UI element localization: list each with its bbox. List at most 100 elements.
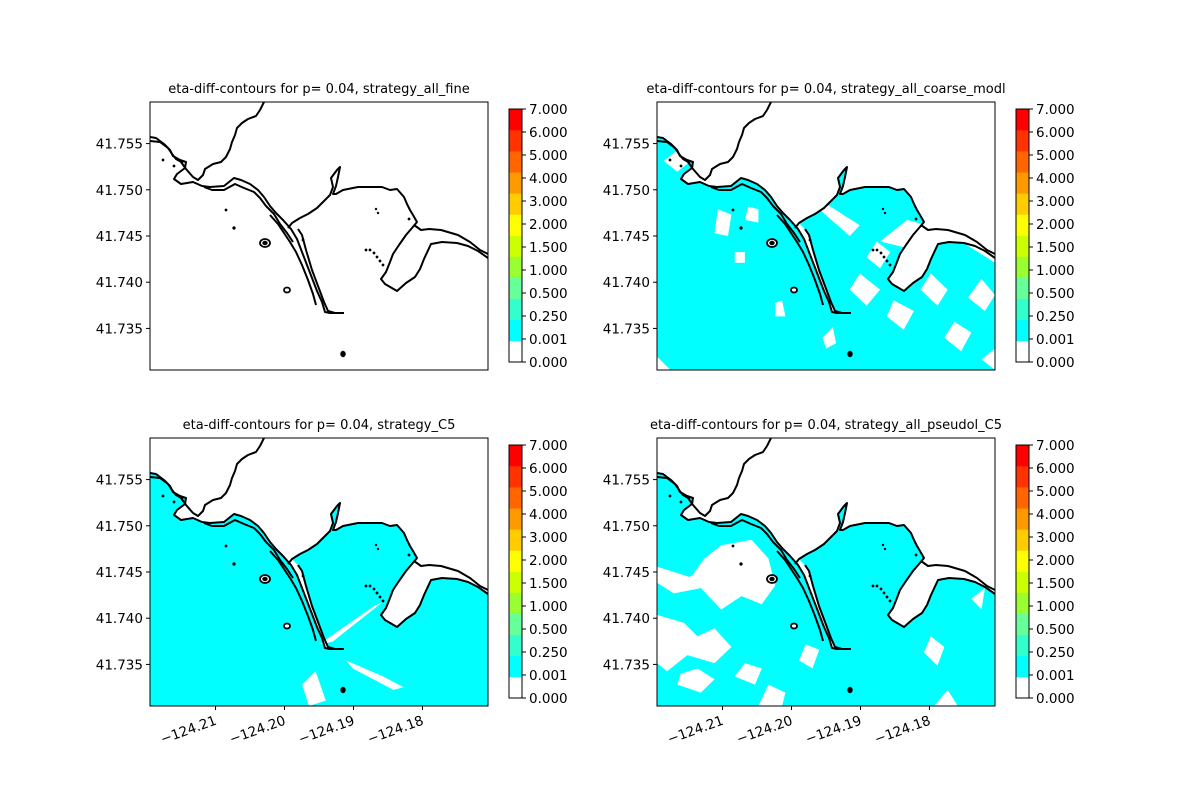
y-tick-label: 41.750	[603, 183, 650, 199]
colorbar-tick-label: 0.001	[1036, 668, 1075, 684]
island-contour	[885, 595, 889, 599]
colorbar-swatch	[509, 319, 522, 342]
low-diff-region	[968, 278, 995, 311]
island-contour	[871, 248, 875, 252]
colorbar-tick-label: 0.250	[529, 309, 568, 325]
island-contour	[875, 584, 879, 588]
low-diff-region	[819, 203, 860, 236]
coastline-contour	[287, 166, 488, 292]
island-contour	[301, 574, 305, 578]
colorbar-tick-label: 0.250	[1036, 309, 1075, 325]
y-tick-label: 41.745	[603, 565, 650, 581]
low-diff-region	[886, 300, 914, 330]
colorbar-tick-label: 6.000	[529, 461, 568, 477]
colorbar-tick-label: 4.000	[1036, 507, 1075, 523]
panel-strategy-c5: eta-diff-contours for p= 0.04, strategy_…	[96, 418, 568, 748]
island-contour	[847, 350, 853, 358]
coastline-contour	[794, 166, 995, 292]
colorbar-tick-label: 5.000	[1036, 148, 1075, 164]
island-contour	[790, 286, 798, 294]
panel-title: eta-diff-contours for p= 0.04, strategy_…	[650, 418, 1002, 433]
coastline-contour	[804, 564, 843, 650]
island-contour	[881, 543, 885, 547]
y-tick-label: 41.755	[96, 473, 143, 489]
island-contour	[871, 584, 875, 588]
coastline-contour	[269, 550, 317, 642]
island-contour	[883, 211, 887, 215]
island-contour	[378, 595, 382, 599]
island-contour	[232, 562, 236, 566]
island-contour	[172, 500, 176, 504]
colorbar-tick-label: 5.000	[1036, 484, 1075, 500]
low-diff-region	[775, 300, 786, 317]
colorbar-swatch	[1016, 487, 1029, 509]
colorbar-swatch	[1016, 508, 1029, 530]
colorbar-swatch	[509, 130, 522, 152]
colorbar-tick-label: 1.000	[529, 263, 568, 279]
colorbar-tick-label: 0.001	[529, 332, 568, 348]
island-contour	[879, 587, 883, 591]
colorbar-swatch	[1016, 613, 1029, 636]
low-diff-region	[822, 327, 837, 349]
coastline-contour	[180, 102, 265, 181]
island-contour	[161, 158, 165, 162]
colorbar-swatch	[1016, 634, 1029, 657]
low-diff-region	[677, 668, 715, 693]
low-diff-region	[920, 273, 948, 306]
panel-strategy-all-fine: eta-diff-contours for p= 0.04, strategy_…	[96, 82, 568, 371]
coastline-contour	[920, 560, 995, 591]
island-contour	[731, 544, 735, 548]
water-region	[657, 473, 995, 706]
y-tick-label: 41.735	[96, 657, 143, 673]
colorbar-swatch	[1016, 529, 1029, 551]
coastline-contour	[150, 476, 184, 500]
y-tick-label: 41.745	[96, 229, 143, 245]
coastline-contour	[710, 519, 801, 579]
colorbar-swatch	[1016, 235, 1029, 257]
coastline-contour	[657, 476, 691, 500]
colorbar-tick-label: 1.500	[1036, 240, 1075, 256]
island-contour	[739, 226, 743, 230]
coastline-contour	[269, 214, 317, 306]
colorbar-tick-label: 0.500	[1036, 286, 1075, 302]
colorbar-tick-label: 1.500	[529, 576, 568, 592]
y-tick-label: 41.745	[603, 229, 650, 245]
low-diff-region	[657, 539, 776, 610]
island-contour	[407, 553, 411, 557]
colorbar-swatch	[1016, 172, 1029, 194]
colorbar: 0.000 0.001 0.250 0.500 1.000 1.500 2.000 3.000…	[508, 438, 568, 707]
colorbar-swatch	[509, 256, 522, 278]
island-contour	[340, 686, 346, 694]
colorbar-tick-label: 3.000	[1036, 530, 1075, 546]
colorbar-swatch	[509, 340, 522, 363]
low-diff-region	[924, 636, 945, 666]
colorbar-tick-label: 1.000	[1036, 599, 1075, 615]
island-contour	[808, 238, 812, 242]
colorbar-swatch	[1016, 214, 1029, 236]
island-contour	[790, 622, 798, 630]
panel-strategy-all-coarse-modl: eta-diff-contours for p= 0.04, strategy_…	[603, 82, 1075, 371]
low-diff-region	[319, 601, 384, 645]
low-diff-region	[934, 689, 958, 706]
colorbar-swatch	[509, 172, 522, 194]
field-group	[657, 438, 995, 706]
colorbar-tick-label: 1.500	[1036, 576, 1075, 592]
colorbar-swatch	[1016, 655, 1029, 678]
colorbar-tick-label: 2.000	[1036, 553, 1075, 569]
coastline-contour	[794, 502, 995, 628]
colorbar-swatch	[1016, 298, 1029, 321]
low-diff-region	[744, 206, 759, 223]
low-diff-region	[663, 150, 691, 172]
colorbar-swatch	[509, 550, 522, 572]
field-group	[150, 438, 488, 706]
land-region	[150, 438, 488, 649]
colorbar-swatch	[1016, 319, 1029, 342]
island-contour	[668, 494, 672, 498]
field-group	[150, 102, 488, 358]
island-contour	[888, 263, 892, 267]
coastline-contour	[203, 183, 294, 243]
island-contour	[381, 263, 385, 267]
coastline-contour	[687, 102, 772, 181]
colorbar-tick-label: 2.000	[529, 553, 568, 569]
colorbar-swatch	[509, 571, 522, 593]
